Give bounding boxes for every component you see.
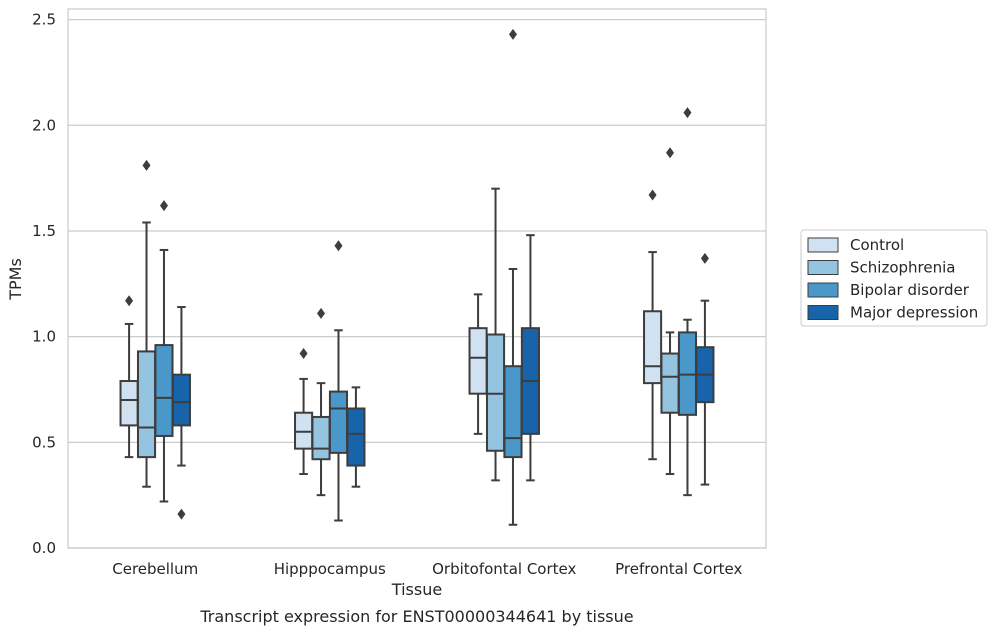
box-group — [503, 28, 523, 526]
legend-swatch — [807, 305, 839, 320]
outlier-marker — [125, 295, 134, 307]
box-group — [119, 295, 139, 459]
box — [154, 344, 174, 437]
box — [311, 415, 331, 461]
legend-frame — [800, 229, 988, 327]
box — [503, 365, 523, 459]
outlier-marker — [159, 200, 168, 212]
box-group — [294, 348, 314, 476]
outlier-marker — [177, 508, 186, 520]
outlier-marker — [317, 307, 326, 319]
legend-label: Bipolar disorder — [850, 281, 970, 299]
legend: Control Schizophrenia Bipolar disorder Majo… — [800, 229, 988, 327]
x-tick-label: Hipppocampus — [274, 560, 386, 578]
box-groups — [119, 28, 715, 526]
legend-label: Schizophrenia — [850, 259, 955, 277]
y-tick-label: 2.5 — [32, 11, 56, 29]
box — [643, 310, 663, 385]
box — [485, 333, 506, 452]
y-tick-label: 0.5 — [32, 433, 56, 451]
outlier-marker — [666, 147, 675, 159]
box-group — [643, 189, 663, 461]
legend-label: Major depression — [850, 304, 978, 322]
y-axis-label: TPMs — [6, 258, 25, 301]
outlier-marker — [334, 240, 343, 252]
outlier-marker — [700, 252, 709, 264]
box — [136, 350, 157, 459]
box-group — [311, 307, 331, 497]
box-group — [695, 252, 715, 486]
box — [171, 373, 191, 427]
box-group — [328, 240, 349, 522]
y-tick-label: 1.0 — [32, 328, 56, 346]
box — [660, 352, 680, 414]
outlier-marker — [142, 159, 151, 171]
y-tick-labels: 0.0 0.5 1.0 1.5 2.0 2.5 — [32, 11, 56, 557]
outlier-marker — [683, 107, 692, 119]
x-tick-label: Prefrontal Cortex — [615, 560, 742, 578]
box-group — [485, 187, 506, 482]
box-group — [677, 107, 698, 497]
box-group — [171, 306, 191, 520]
legend-label: Control — [850, 236, 904, 254]
box — [119, 380, 139, 427]
x-axis-label: Tissue — [391, 580, 442, 599]
box-group — [520, 234, 540, 482]
legend-swatch — [807, 282, 839, 298]
box-group — [468, 293, 488, 435]
box-group — [660, 147, 680, 476]
box-group — [346, 386, 366, 488]
legend-swatch — [807, 237, 839, 253]
outlier-marker — [648, 189, 657, 201]
plot-frame — [67, 8, 767, 549]
x-tick-label: Orbitofontal Cortex — [432, 560, 576, 578]
outlier-marker — [299, 348, 308, 360]
outlier-marker — [508, 28, 517, 40]
y-tick-label: 0.0 — [32, 539, 56, 557]
box-group — [136, 159, 157, 488]
y-tick-label: 2.0 — [32, 116, 56, 134]
x-tick-labels: Cerebellum Hipppocampus Orbitofontal Corte… — [112, 560, 742, 578]
box — [677, 331, 698, 416]
box — [468, 327, 488, 395]
grid-lines — [68, 18, 766, 549]
x-tick-label: Cerebellum — [112, 560, 198, 578]
box — [294, 411, 314, 450]
y-tick-label: 1.5 — [32, 222, 56, 240]
box — [328, 390, 349, 454]
box-group — [154, 200, 174, 503]
legend-swatch — [807, 260, 839, 275]
figure-caption: Transcript expression for ENST0000034464… — [199, 607, 633, 626]
box — [346, 407, 366, 467]
